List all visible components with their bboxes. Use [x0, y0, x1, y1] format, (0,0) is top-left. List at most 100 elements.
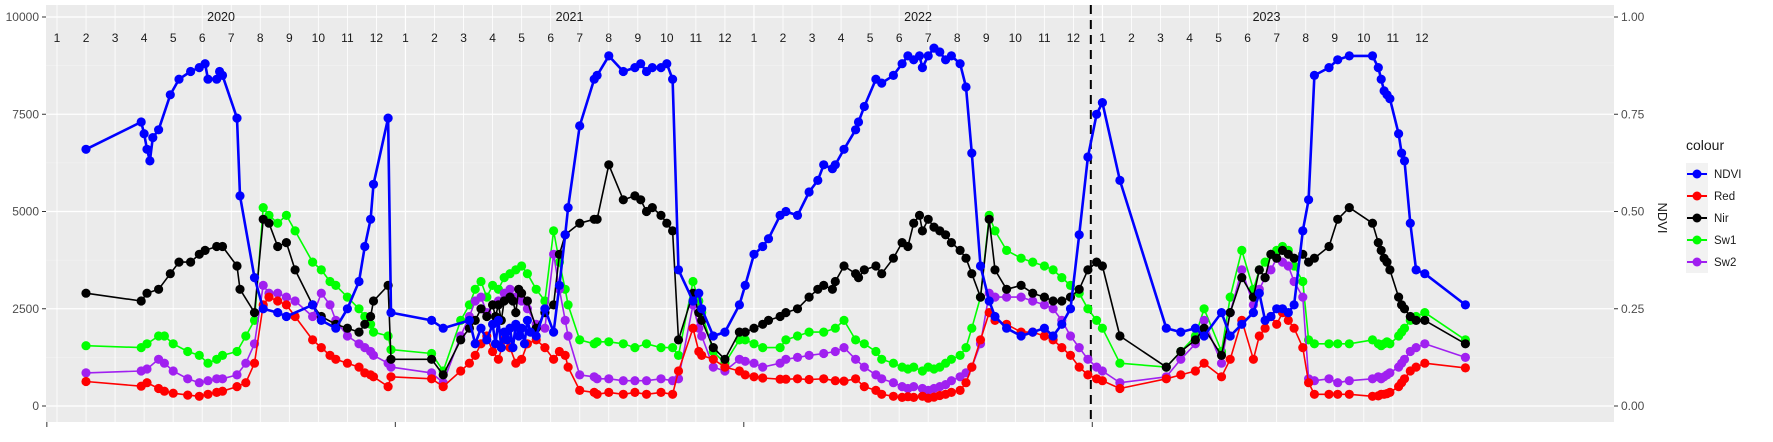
legend-item-nir: Nir [1686, 207, 1729, 229]
data-point-ndvi [1298, 226, 1308, 236]
data-point-ndvi [781, 206, 791, 217]
data-point-red [955, 385, 965, 395]
data-point-red [1225, 354, 1235, 364]
data-point-sw2 [1097, 366, 1107, 376]
data-point-red [1309, 389, 1319, 399]
data-point-sw2 [1048, 304, 1058, 314]
data-point-sw2 [1298, 292, 1308, 302]
data-point-ndvi [249, 273, 260, 283]
data-point-sw2 [839, 343, 849, 353]
month-label: 6 [896, 31, 903, 45]
data-point-ndvi [592, 70, 602, 80]
legend-label: Sw2 [1714, 257, 1736, 269]
data-point-red [1411, 362, 1421, 372]
data-point-sw1 [1344, 339, 1354, 349]
data-point-sw2 [1074, 343, 1084, 353]
month-label: 2 [780, 31, 787, 45]
data-point-sw1 [775, 343, 785, 353]
data-point-ndvi [1399, 156, 1410, 166]
legend-key-point [1692, 257, 1702, 267]
data-point-nir [273, 241, 283, 252]
data-point-ndvi [1460, 300, 1470, 310]
data-point-nir [142, 288, 152, 298]
data-point-sw2 [946, 376, 957, 386]
series-layer [81, 43, 1470, 403]
data-point-ndvi [1405, 218, 1415, 228]
data-point-ndvi [1115, 175, 1125, 185]
month-label: 4 [141, 31, 148, 45]
data-point-nir [853, 273, 864, 283]
data-point-ndvi [493, 315, 503, 325]
data-point-sw1 [871, 346, 881, 357]
data-point-nir [1289, 253, 1299, 263]
data-point-ndvi [232, 113, 242, 123]
data-point-nir [792, 304, 803, 314]
data-point-sw2 [368, 350, 379, 360]
year-label: 2021 [556, 10, 584, 24]
data-point-sw2 [1065, 331, 1076, 341]
data-point-ndvi [316, 315, 326, 325]
y-tick-label-right: 1.00 [1621, 10, 1645, 24]
data-point-red [1460, 363, 1470, 373]
month-label: 1 [402, 31, 409, 45]
data-point-sw2 [1344, 376, 1354, 386]
y-tick-label-left: 7500 [12, 107, 39, 121]
data-point-red [851, 374, 861, 384]
data-point-ndvi [281, 311, 291, 322]
month-label: 1 [54, 31, 61, 45]
data-point-red [909, 392, 919, 402]
data-point-red [1176, 370, 1186, 380]
data-point-red [1289, 323, 1299, 333]
data-point-ndvi [662, 59, 672, 69]
data-point-ndvi [342, 304, 352, 314]
data-point-ndvi [946, 51, 957, 61]
data-point-red [470, 350, 480, 360]
data-point-ndvi [1016, 331, 1026, 341]
month-label: 6 [199, 31, 206, 45]
data-point-red [656, 387, 666, 397]
data-point-ndvi [438, 323, 448, 333]
data-point-ndvi [273, 308, 283, 318]
data-point-nir [749, 323, 759, 333]
data-point-ndvi [1065, 304, 1076, 314]
data-point-sw2 [217, 374, 228, 384]
data-point-ndvi [804, 187, 814, 197]
month-label: 4 [489, 31, 496, 45]
data-point-ndvi [258, 304, 268, 314]
data-point-ndvi [549, 327, 559, 337]
data-point-sw1 [673, 350, 684, 360]
data-point-ndvi [1376, 74, 1386, 84]
data-point-ndvi [1333, 55, 1343, 65]
data-point-nir [165, 269, 175, 279]
data-point-nir [871, 261, 881, 271]
data-point-red [517, 354, 527, 364]
data-point-sw1 [1028, 257, 1038, 267]
data-point-nir [1333, 214, 1343, 224]
data-point-red [1254, 331, 1264, 341]
data-point-ndvi [517, 323, 527, 333]
data-point-ndvi [235, 191, 245, 201]
data-point-nir [517, 288, 527, 298]
data-point-nir [200, 245, 210, 255]
data-point-sw1 [531, 284, 541, 294]
data-point-ndvi [975, 261, 986, 271]
data-point-red [456, 366, 466, 376]
data-point-nir [249, 308, 260, 318]
data-point-red [1161, 374, 1171, 384]
data-point-ndvi [427, 315, 437, 325]
data-point-sw1 [740, 335, 750, 345]
y-axis-right-title: NDVI [1655, 202, 1670, 233]
data-point-ndvi [139, 129, 149, 139]
y-tick-label-right: 0.00 [1621, 399, 1645, 413]
data-point-nir [1367, 218, 1378, 228]
data-point-red [1057, 343, 1067, 353]
data-point-ndvi [496, 343, 506, 353]
data-point-ndvi [935, 47, 945, 57]
data-point-sw1 [668, 343, 678, 353]
data-point-sw2 [1333, 378, 1343, 388]
data-point-sw2 [804, 350, 814, 360]
data-point-ndvi [734, 300, 745, 310]
data-point-nir [1199, 323, 1209, 333]
data-point-nir [763, 315, 774, 325]
data-point-nir [1373, 238, 1383, 248]
